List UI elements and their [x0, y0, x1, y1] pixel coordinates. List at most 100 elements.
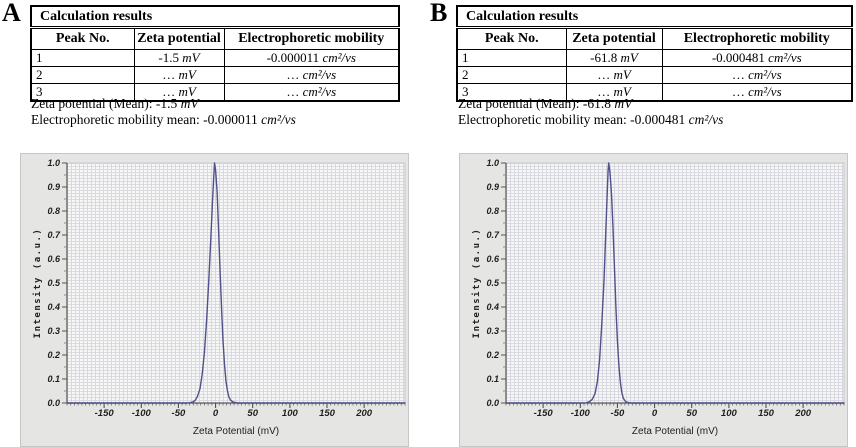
y-tick-label: 0.7	[486, 230, 499, 240]
y-tick-label: 0.5	[486, 278, 499, 288]
table-row: 3… mV… cm²/vs	[456, 83, 853, 102]
summary-label: Electrophoretic mobility mean:	[458, 111, 627, 127]
col-header-peak-no: Peak No.	[456, 27, 567, 50]
x-tick-label: 150	[319, 408, 335, 419]
x-tick-label: 0	[212, 408, 219, 419]
table-row: 1 -1.5 mV -0.000011 cm²/vs	[30, 49, 400, 67]
table-row: 2… mV… cm²/vs	[456, 66, 853, 84]
calculation-results-table-b: Calculation results Peak No. Zeta potent…	[456, 5, 854, 102]
summary-value: -1.5	[155, 96, 178, 111]
table-title-row: Calculation results	[456, 5, 853, 29]
y-tick-label: 1.0	[47, 158, 60, 168]
table-header-row: Peak No. Zeta potential Electrophoretic …	[30, 27, 400, 50]
zeta-potential-cell: … mV	[133, 83, 225, 102]
mobility-mean-summary: Electrophoretic mobility mean: -0.000011…	[31, 112, 296, 128]
mobility-cell: … cm²/vs	[223, 66, 400, 84]
zeta-potential-cell: -61.8 mV	[565, 49, 663, 67]
table-row: 1 -61.8 mV -0.000481 cm²/vs	[456, 49, 853, 67]
x-axis-title: Zeta Potential (mV)	[631, 426, 719, 437]
table-row: 3… mV… cm²/vs	[30, 83, 400, 102]
col-header-zeta-potential: Zeta potential	[565, 27, 663, 50]
summary-b: Zeta potential (Mean): -61.8 mV Electrop…	[458, 96, 723, 127]
x-tick-label: 150	[758, 408, 774, 419]
col-header-electrophoretic-mobility: Electrophoretic mobility	[661, 27, 853, 50]
summary-a: Zeta potential (Mean): -1.5 mV Electroph…	[31, 96, 296, 127]
y-tick-label: 0.0	[486, 398, 499, 408]
x-tick-label: 100	[720, 408, 737, 419]
summary-value: -0.000481	[630, 111, 686, 127]
x-tick-label: 100	[281, 408, 298, 419]
x-axis-title: Zeta Potential (mV)	[192, 426, 280, 437]
y-tick-label: 0.1	[47, 374, 60, 384]
mobility-cell: … cm²/vs	[223, 83, 400, 102]
y-tick-label: 0.8	[47, 206, 60, 216]
zeta-potential-chart-a: Intensity (a.u.) Zeta Potential (mV) 0.0…	[20, 153, 409, 447]
plot-grid	[506, 163, 844, 403]
y-tick-label: 0.9	[486, 182, 499, 192]
x-tick-label: -100	[570, 408, 590, 419]
summary-unit: mV	[614, 96, 633, 111]
peak-no-cell: 1	[30, 49, 135, 67]
summary-label: Zeta potential (Mean):	[31, 96, 153, 111]
calculation-results-table-a: Calculation results Peak No. Zeta potent…	[30, 5, 401, 102]
peak-no-cell: 3	[30, 83, 135, 102]
summary-label: Zeta potential (Mean):	[458, 96, 580, 111]
plot-grid	[67, 163, 405, 403]
zeta-mean-summary: Zeta potential (Mean): -61.8 mV	[458, 96, 723, 112]
zeta-potential-cell: … mV	[565, 83, 663, 102]
mobility-cell: -0.000011 cm²/vs	[223, 49, 400, 67]
panel-b-label: B	[430, 0, 448, 27]
y-tick-label: 0.2	[47, 350, 60, 360]
x-tick-label: 200	[795, 408, 812, 419]
summary-unit: cm²/vs	[688, 111, 724, 127]
zeta-potential-cell: … mV	[133, 66, 225, 84]
y-tick-label: 0.3	[47, 326, 60, 336]
peak-no-cell: 2	[456, 66, 567, 84]
mobility-cell: -0.000481 cm²/vs	[661, 49, 853, 67]
y-tick-label: 0.7	[47, 230, 60, 240]
x-tick-label: -150	[533, 408, 553, 419]
y-tick-label: 0.4	[47, 302, 60, 312]
summary-value: -0.000011	[203, 111, 258, 127]
table-title: Calculation results	[456, 5, 853, 29]
y-tick-label: 0.0	[47, 398, 60, 408]
summary-unit: mV	[180, 96, 199, 111]
zeta-potential-cell: -1.5 mV	[133, 49, 225, 67]
x-tick-label: 50	[247, 408, 258, 419]
y-tick-label: 1.0	[486, 158, 499, 168]
y-tick-label: 0.3	[486, 326, 499, 336]
x-tick-label: 200	[356, 408, 373, 419]
x-tick-label: -150	[94, 408, 114, 419]
y-tick-label: 0.1	[486, 374, 499, 384]
mobility-cell: … cm²/vs	[661, 83, 853, 102]
y-tick-label: 0.9	[47, 182, 60, 192]
col-header-zeta-potential: Zeta potential	[133, 27, 225, 50]
x-tick-label: -50	[610, 408, 625, 419]
mobility-cell: … cm²/vs	[661, 66, 853, 84]
x-tick-label: 0	[651, 408, 658, 419]
y-tick-label: 0.8	[486, 206, 499, 216]
col-header-peak-no: Peak No.	[30, 27, 135, 50]
x-tick-label: -100	[131, 408, 151, 419]
y-tick-label: 0.6	[47, 254, 60, 264]
x-tick-label: -50	[171, 408, 186, 419]
summary-value: -61.8	[582, 96, 611, 111]
zeta-potential-chart-b: Intensity (a.u.) Zeta Potential (mV) 0.0…	[459, 153, 848, 447]
peak-no-cell: 2	[30, 66, 135, 84]
col-header-electrophoretic-mobility: Electrophoretic mobility	[223, 27, 400, 50]
peak-no-cell: 1	[456, 49, 567, 67]
zeta-mean-summary: Zeta potential (Mean): -1.5 mV	[31, 96, 296, 112]
summary-unit: cm²/vs	[261, 111, 296, 127]
y-tick-label: 0.5	[47, 278, 60, 288]
panel-a-label: A	[2, 0, 21, 27]
y-tick-label: 0.2	[486, 350, 499, 360]
x-tick-label: 50	[686, 408, 697, 419]
summary-label: Electrophoretic mobility mean:	[31, 111, 200, 127]
zeta-potential-cell: … mV	[565, 66, 663, 84]
table-header-row: Peak No. Zeta potential Electrophoretic …	[456, 27, 853, 50]
y-tick-label: 0.6	[486, 254, 499, 264]
mobility-mean-summary: Electrophoretic mobility mean: -0.000481…	[458, 112, 723, 128]
table-title-row: Calculation results	[30, 5, 400, 29]
y-tick-label: 0.4	[486, 302, 499, 312]
